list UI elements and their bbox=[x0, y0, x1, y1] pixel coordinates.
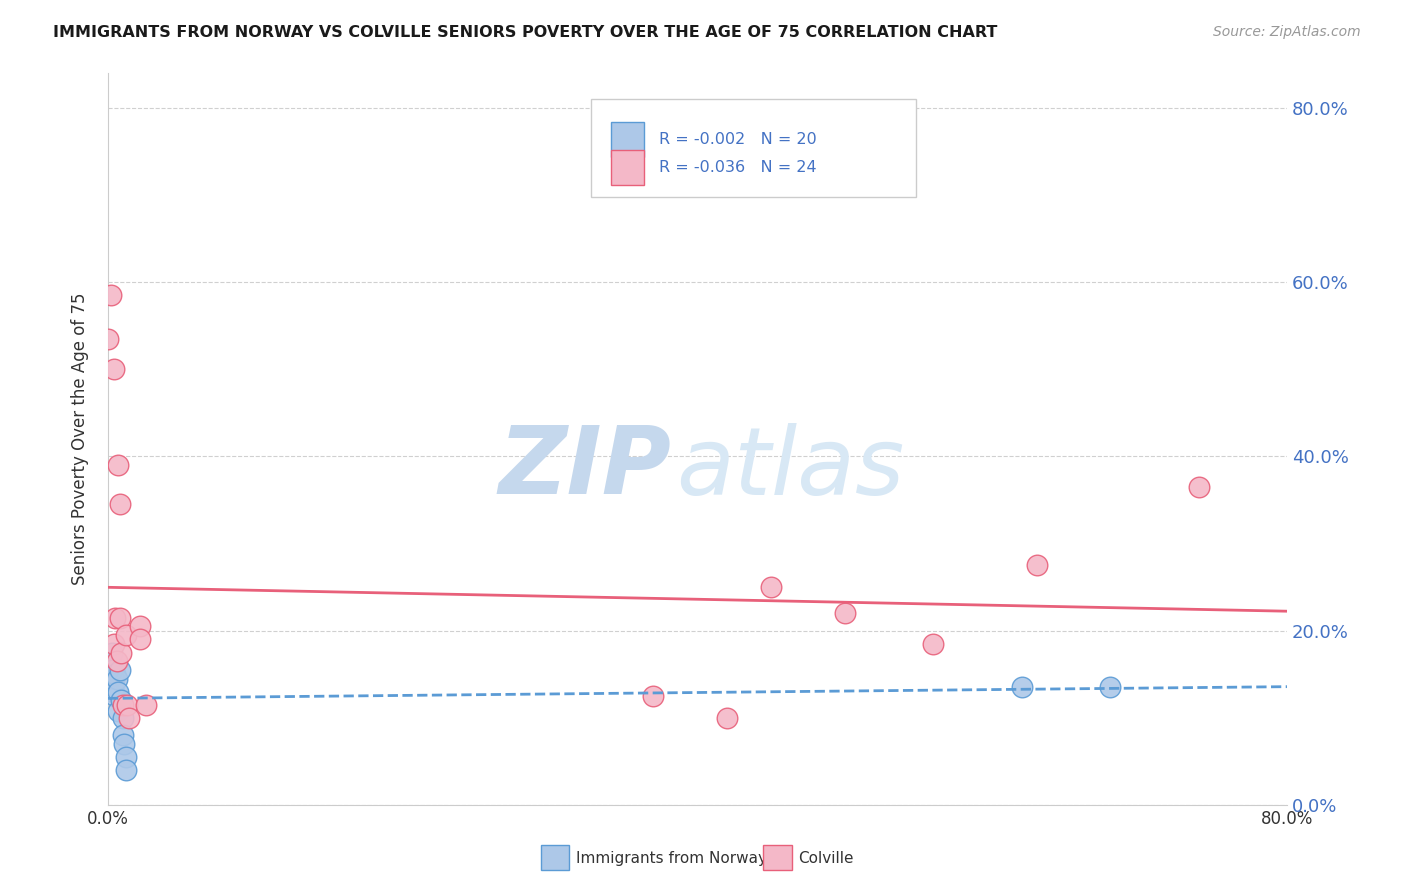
Point bbox=[1188, 480, 1211, 494]
Point bbox=[101, 663, 124, 677]
Point bbox=[110, 693, 132, 707]
Point bbox=[114, 750, 136, 764]
Text: ZIP: ZIP bbox=[499, 422, 672, 515]
Text: IMMIGRANTS FROM NORWAY VS COLVILLE SENIORS POVERTY OVER THE AGE OF 75 CORRELATIO: IMMIGRANTS FROM NORWAY VS COLVILLE SENIO… bbox=[53, 25, 998, 40]
FancyBboxPatch shape bbox=[612, 122, 644, 157]
Point bbox=[117, 711, 139, 725]
Point bbox=[110, 646, 132, 660]
Point bbox=[103, 637, 125, 651]
Point bbox=[1025, 558, 1047, 573]
Text: R = -0.002   N = 20: R = -0.002 N = 20 bbox=[658, 132, 817, 147]
Point bbox=[716, 711, 738, 725]
Point bbox=[108, 663, 131, 677]
Point bbox=[108, 610, 131, 624]
Text: R = -0.036   N = 24: R = -0.036 N = 24 bbox=[658, 160, 817, 175]
Y-axis label: Seniors Poverty Over the Age of 75: Seniors Poverty Over the Age of 75 bbox=[72, 293, 89, 585]
Point bbox=[104, 610, 127, 624]
Point bbox=[643, 689, 665, 703]
Point bbox=[108, 497, 131, 511]
Point bbox=[104, 667, 127, 681]
Point bbox=[107, 685, 129, 699]
Point bbox=[129, 619, 152, 633]
Point bbox=[97, 663, 120, 677]
Point bbox=[100, 288, 122, 302]
Point bbox=[100, 654, 122, 668]
Point bbox=[103, 672, 125, 686]
Point bbox=[105, 654, 128, 668]
Text: Colville: Colville bbox=[799, 851, 853, 865]
Text: Source: ZipAtlas.com: Source: ZipAtlas.com bbox=[1213, 25, 1361, 39]
Point bbox=[105, 672, 128, 686]
FancyBboxPatch shape bbox=[612, 150, 644, 185]
Point bbox=[1011, 681, 1033, 695]
Point bbox=[103, 685, 125, 699]
FancyBboxPatch shape bbox=[592, 99, 915, 197]
Text: atlas: atlas bbox=[676, 423, 904, 514]
Point bbox=[103, 362, 125, 376]
Point bbox=[922, 637, 945, 651]
Point bbox=[101, 646, 124, 660]
Point bbox=[129, 632, 152, 647]
Point bbox=[135, 698, 157, 712]
Point bbox=[104, 689, 127, 703]
Point bbox=[114, 628, 136, 642]
Point bbox=[114, 763, 136, 777]
Point bbox=[97, 332, 120, 346]
Point bbox=[1099, 681, 1122, 695]
Point bbox=[111, 711, 134, 725]
Point bbox=[107, 458, 129, 472]
Point bbox=[761, 580, 783, 594]
Point bbox=[112, 737, 135, 751]
Point bbox=[834, 607, 856, 621]
Point bbox=[107, 704, 129, 718]
Point bbox=[115, 698, 138, 712]
Point bbox=[111, 728, 134, 742]
Text: Immigrants from Norway: Immigrants from Norway bbox=[576, 851, 768, 865]
Point bbox=[111, 698, 134, 712]
